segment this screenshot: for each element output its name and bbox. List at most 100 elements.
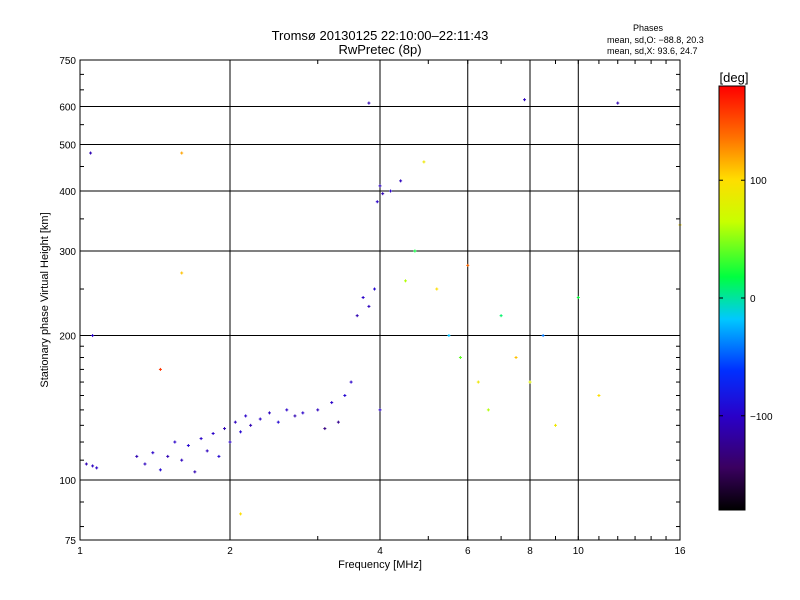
scatter-point bbox=[524, 98, 526, 102]
axes: 1 2 4 6 8 10 16 75 100 200 300 400 500 600 750 bbox=[59, 56, 686, 557]
x-tick-label: 16 bbox=[674, 546, 686, 557]
chart-title: Tromsø 20130125 22:10:00–22:11:43 bbox=[272, 28, 489, 43]
y-tick-label: 300 bbox=[59, 247, 76, 258]
scatter-point bbox=[379, 184, 381, 188]
scatter-point bbox=[90, 151, 92, 155]
scatter-point bbox=[136, 454, 138, 458]
scatter-point bbox=[159, 468, 161, 472]
scatter-point bbox=[404, 279, 406, 283]
y-tick-label: 75 bbox=[65, 536, 77, 547]
scatter-point bbox=[181, 458, 183, 462]
scatter-point bbox=[85, 462, 87, 466]
scatter-point bbox=[448, 334, 450, 338]
scatter-point bbox=[617, 101, 619, 105]
scatter-point bbox=[331, 401, 333, 405]
scatter-point bbox=[390, 189, 392, 193]
scatter-point bbox=[268, 411, 270, 415]
scatter-point bbox=[200, 437, 202, 441]
scatter-point bbox=[181, 151, 183, 155]
y-tick-label: 200 bbox=[59, 332, 76, 343]
scatter-point bbox=[181, 271, 183, 275]
x-axis-label: Frequency [MHz] bbox=[338, 559, 422, 571]
colorbar-tick-label: 0 bbox=[750, 294, 756, 305]
scatter-point bbox=[414, 249, 416, 253]
scatter-point bbox=[174, 440, 176, 444]
scatter-point bbox=[577, 296, 579, 300]
scatter-point bbox=[467, 263, 469, 267]
scatter-point bbox=[477, 380, 479, 384]
scatter-point bbox=[194, 470, 196, 474]
chart-subtitle: RwPretec (8p) bbox=[338, 42, 421, 57]
scatter-point bbox=[529, 380, 531, 384]
scatter-point bbox=[245, 414, 247, 418]
y-tick-label: 100 bbox=[59, 476, 76, 487]
x-tick-label: 6 bbox=[465, 546, 471, 557]
scatter-point bbox=[459, 355, 461, 359]
scatter-point bbox=[224, 427, 226, 431]
colorbar bbox=[718, 85, 746, 511]
colorbar-tick-label: 100 bbox=[750, 176, 767, 187]
scatter-point bbox=[234, 420, 236, 424]
scatter-point bbox=[317, 408, 319, 412]
scatter-point bbox=[92, 334, 94, 338]
scatter-point bbox=[152, 451, 154, 455]
y-tick-label: 400 bbox=[59, 187, 76, 198]
scatter-point bbox=[144, 462, 146, 466]
grid-layer bbox=[80, 60, 680, 540]
scatter-point bbox=[277, 420, 279, 424]
scatter-point bbox=[159, 367, 161, 371]
y-tick-label: 750 bbox=[59, 56, 76, 67]
scatter-point bbox=[167, 454, 169, 458]
colorbar-unit-label: [deg] bbox=[720, 70, 749, 85]
colorbar-tick-label: −100 bbox=[750, 412, 773, 423]
scatter-point bbox=[250, 423, 252, 427]
scatter-point bbox=[554, 423, 556, 427]
scatter-point bbox=[240, 512, 242, 516]
scatter-point bbox=[382, 192, 384, 196]
scatter-point bbox=[218, 454, 220, 458]
scatter-point bbox=[96, 466, 98, 470]
scatter-point bbox=[187, 444, 189, 448]
scatter-point bbox=[229, 440, 231, 444]
phases-line-x: mean, sd,X: 93.6, 24.7 bbox=[607, 46, 698, 56]
scatter-point bbox=[302, 411, 304, 415]
scatter-points bbox=[84, 98, 682, 516]
scatter-point bbox=[286, 408, 288, 412]
scatter-point bbox=[294, 414, 296, 418]
scatter-point bbox=[206, 449, 208, 453]
plot-frame bbox=[79, 59, 681, 541]
x-tick-label: 4 bbox=[377, 546, 383, 557]
y-tick-label: 600 bbox=[59, 103, 76, 114]
scatter-point bbox=[240, 430, 242, 434]
x-tick-label: 2 bbox=[227, 546, 233, 557]
scatter-point bbox=[423, 160, 425, 164]
x-tick-label: 1 bbox=[77, 546, 83, 557]
scatter-point bbox=[436, 287, 438, 291]
scatter-point bbox=[376, 200, 378, 204]
scatter-point bbox=[515, 355, 517, 359]
scatter-point bbox=[500, 314, 502, 318]
scatter-point bbox=[212, 432, 214, 436]
scatter-point bbox=[344, 394, 346, 398]
scatter-point bbox=[356, 314, 358, 318]
scatter-point bbox=[92, 464, 94, 468]
colorbar-ticks: 100 0 −100 bbox=[719, 176, 773, 423]
x-tick-label: 8 bbox=[527, 546, 533, 557]
scatter-point bbox=[379, 408, 381, 412]
y-axis-label: Stationary phase Virtual Height [km] bbox=[39, 212, 51, 387]
phases-title: Phases bbox=[633, 23, 664, 33]
scatter-point bbox=[350, 380, 352, 384]
scatter-point bbox=[259, 417, 261, 421]
scatter-point bbox=[598, 394, 600, 398]
scatter-point bbox=[487, 408, 489, 412]
scatter-point bbox=[368, 101, 370, 105]
scatter-point bbox=[324, 427, 326, 431]
x-tick-label: 10 bbox=[573, 546, 585, 557]
y-tick-label: 500 bbox=[59, 141, 76, 152]
scatter-point bbox=[368, 304, 370, 308]
scatter-point bbox=[337, 420, 339, 424]
phases-line-o: mean, sd,O: −88.8, 20.3 bbox=[607, 35, 704, 45]
scatter-point bbox=[362, 296, 364, 300]
scatter-point bbox=[374, 287, 376, 291]
